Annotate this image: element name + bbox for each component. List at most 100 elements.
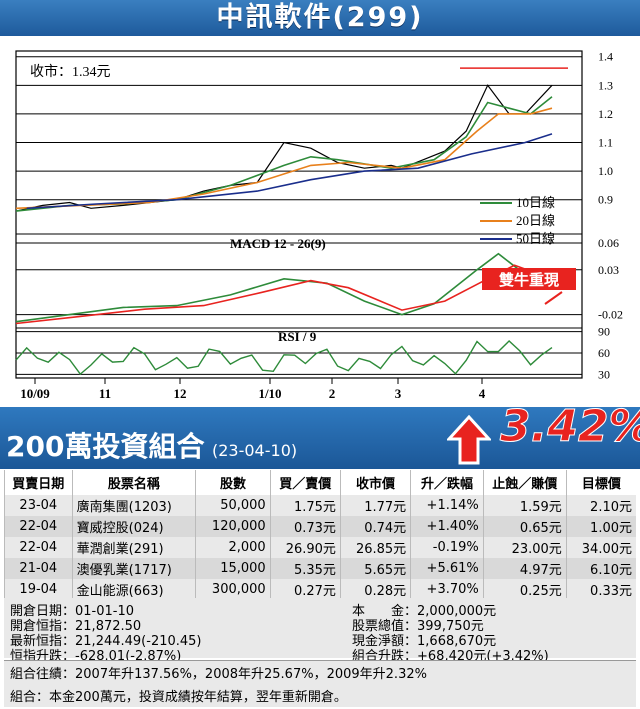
table-row: 23-04 廣南集團(1203) 50,000 1.75元 1.77元 +1.14% 1.5…: [4, 495, 636, 516]
annotation-arrow: [544, 291, 563, 305]
rsi-tick-label: 90: [598, 325, 610, 339]
table-cell: 6.10元: [565, 558, 636, 579]
info-label: 開倉恒指：: [10, 619, 76, 634]
table-cell: 19-04: [4, 579, 73, 600]
table-cell: 0.25元: [482, 579, 567, 600]
header-target: 目標價: [565, 470, 636, 495]
table-cell: 1.77元: [339, 495, 411, 516]
legend-label: 20日線: [516, 213, 555, 228]
portfolio-info: 開倉日期：01-01-10 開倉恒指：21,872.50 最新恒指：21,244…: [4, 598, 636, 664]
table-row: 21-04 澳優乳業(1717) 15,000 5.35元 5.65元 +5.61% 4.9…: [4, 558, 636, 579]
x-tick-label: 2: [329, 386, 336, 401]
table-cell: 2,000: [195, 537, 271, 558]
table-cell: 21-04: [4, 558, 73, 579]
chart-svg: 1.4 1.3 1.2 1.1 1.0 0.9 收市：1.34元 10日線 20日線 50日線 MA…: [15, 50, 623, 401]
portfolio-title: 200萬投資組合: [6, 430, 205, 463]
table-cell: 0.73元: [269, 516, 341, 537]
stock-chart: 1.4 1.3 1.2 1.1 1.0 0.9 收市：1.34元 10日線 20日線 50日線 MA…: [0, 36, 640, 406]
note-text: 組合：本金200萬元，投資成績按年結算，翌年重新開倉。: [10, 690, 347, 705]
macd-tick-label: 0.06: [598, 236, 619, 250]
table-cell: 0.33元: [565, 579, 636, 600]
price-tick-label: 1.3: [598, 78, 613, 92]
legend-label: 50日線: [516, 231, 555, 246]
table-cell: 23-04: [4, 495, 73, 516]
info-label: 現金淨額：: [352, 634, 418, 649]
table-cell: 1.75元: [269, 495, 341, 516]
macd-tick-label: -0.02: [598, 308, 623, 322]
info-value: 1,668,670元: [417, 634, 497, 649]
price-tick-label: 0.9: [598, 193, 613, 207]
table-cell: 4.97元: [482, 558, 567, 579]
table-cell: 120,000: [195, 516, 271, 537]
info-label: 股票總值：: [352, 619, 418, 634]
portfolio-footer: 組合往績：2007年升137.56%，2008年升25.67%，2009年升2.…: [4, 660, 636, 707]
price-tick-label: 1.1: [598, 136, 613, 150]
macd-tick-label: 0.03: [598, 263, 619, 277]
history-text: 組合往績：2007年升137.56%，2008年升25.67%，2009年升2.…: [10, 667, 427, 682]
annotation-box: [482, 268, 576, 290]
ma20-line: [15, 107, 553, 210]
table-cell: 15,000: [195, 558, 271, 579]
plot-frame: [15, 50, 583, 379]
info-value: 2,000,000元: [417, 604, 497, 619]
table-cell: 華潤創業(291): [71, 537, 196, 558]
table-cell: 23.00元: [482, 537, 567, 558]
x-tick-label: 3: [395, 386, 402, 401]
table-cell: +3.70%: [410, 579, 484, 600]
info-label: 本 金：: [352, 604, 418, 619]
portfolio-header: 200萬投資組合 (23-04-10) 3.42%: [0, 401, 640, 469]
ma50-line: [26, 133, 553, 210]
table-row: 22-04 寶威控股(024) 120,000 0.73元 0.74元 +1.40% 0.6…: [4, 516, 636, 537]
table-cell: 寶威控股(024): [71, 516, 196, 537]
rsi-tick-label: 60: [598, 346, 610, 360]
x-tick-label: 11: [99, 386, 111, 401]
table-cell: 50,000: [195, 495, 271, 516]
table-cell: +1.40%: [410, 516, 484, 537]
info-value: 01-01-10: [75, 604, 135, 619]
header-stop: 止蝕／賺價: [482, 470, 567, 495]
rsi-label: RSI / 9: [278, 329, 317, 344]
price-tick-label: 1.0: [598, 164, 613, 178]
table-cell: 金山能源(663): [71, 579, 196, 600]
table-row: 22-04 華潤創業(291) 2,000 26.90元 26.85元 -0.19% 23.…: [4, 537, 636, 558]
table-row: 19-04 金山能源(663) 300,000 0.27元 0.28元 +3.70% 0.2…: [4, 579, 636, 600]
header-buy-sell: 買／賣價: [269, 470, 341, 495]
x-tick-label: 1/10: [258, 386, 281, 401]
macd-label: MACD 12 - 26(9): [230, 236, 326, 251]
info-label: 開倉日期：: [10, 604, 76, 619]
info-value: 399,750元: [417, 619, 484, 634]
table-cell: 5.35元: [269, 558, 341, 579]
x-tick-label: 10/09: [20, 386, 50, 401]
x-tick-label: 4: [479, 386, 486, 401]
page-title: 中訊軟件(299): [216, 2, 424, 33]
x-tick-label: 12: [174, 386, 187, 401]
table-cell: 26.85元: [339, 537, 411, 558]
title-banner: 中訊軟件(299): [0, 0, 640, 36]
table-cell: 300,000: [195, 579, 271, 600]
close-price-label: 收市：1.34元: [30, 63, 111, 80]
macd-annotation: 雙牛重現: [499, 271, 559, 289]
table-cell: 澳優乳業(1717): [71, 558, 196, 579]
macd-line: [15, 252, 553, 323]
rsi-tick-label: 30: [598, 367, 610, 381]
portfolio-change: 3.42%: [500, 401, 640, 453]
info-value: 21,872.50: [75, 619, 142, 634]
table-cell: 0.27元: [269, 579, 341, 600]
table-cell: 26.90元: [269, 537, 341, 558]
price-series: [15, 84, 553, 212]
table-cell: 廣南集團(1203): [71, 495, 196, 516]
table-cell: 0.65元: [482, 516, 567, 537]
table-cell: 2.10元: [565, 495, 636, 516]
header-change: 升／跌幅: [410, 470, 484, 495]
info-label: 最新恒指：: [10, 634, 76, 649]
table-cell: +1.14%: [410, 495, 484, 516]
table-cell: 1.59元: [482, 495, 567, 516]
holdings-header: 買賣日期 股票名稱 股數 買／賣價 收市價 升／跌幅 止蝕／賺價 目標價: [4, 470, 636, 495]
table-cell: 1.00元: [565, 516, 636, 537]
holdings-table: 買賣日期 股票名稱 股數 買／賣價 收市價 升／跌幅 止蝕／賺價 目標價 23-…: [4, 470, 636, 600]
table-cell: 0.74元: [339, 516, 411, 537]
header-date: 買賣日期: [4, 470, 73, 495]
table-cell: 22-04: [4, 516, 73, 537]
price-tick-label: 1.4: [598, 50, 613, 64]
table-cell: 34.00元: [565, 537, 636, 558]
